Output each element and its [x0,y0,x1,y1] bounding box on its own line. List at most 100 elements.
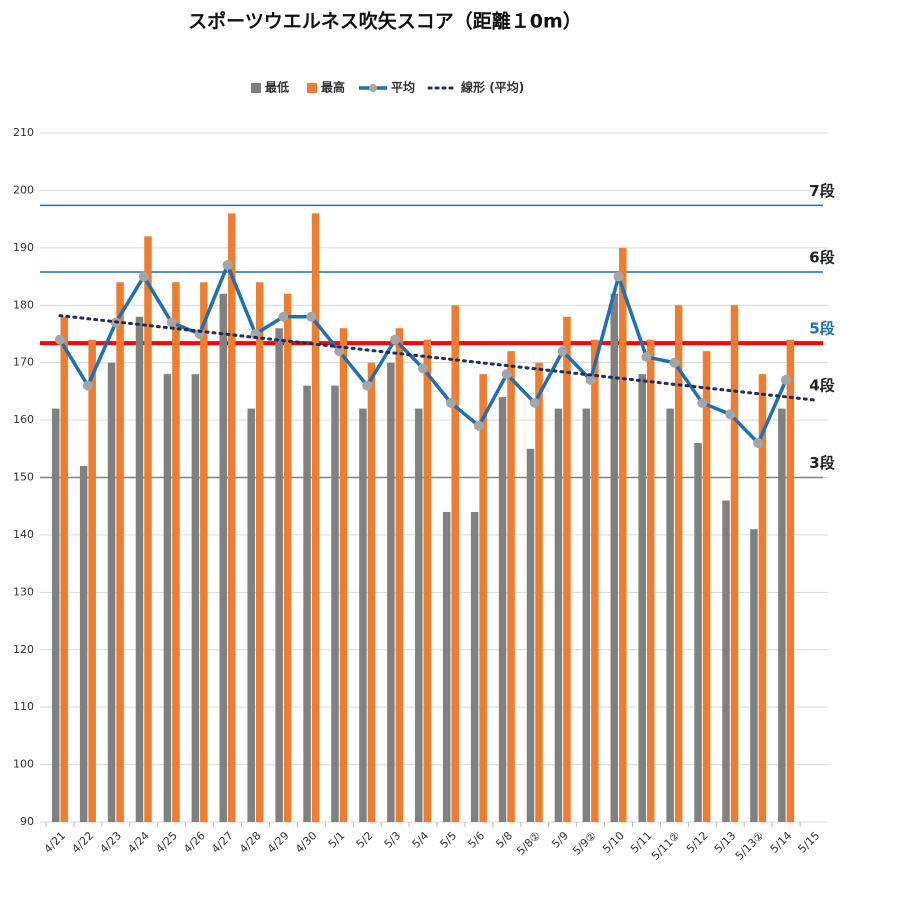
x-tick-label: 4/26 [181,829,208,856]
avg-point [278,311,289,322]
bar [646,339,655,822]
reference-label: 4段 [809,376,834,394]
avg-point [585,374,596,385]
bar [563,316,571,822]
avg-point [501,369,512,380]
avg-point [725,409,736,420]
avg-point [222,260,233,271]
avg-point [697,397,708,408]
x-tick-label: 5/11② [649,829,683,863]
bar [191,374,200,822]
x-tick-label: 4/23 [97,829,124,856]
bar [591,339,599,822]
x-tick-label: 4/27 [209,829,236,856]
bar [526,448,535,822]
bar [387,362,395,822]
y-tick-label: 130 [13,585,34,598]
bar [619,247,627,823]
bar [395,328,404,822]
x-tick-label: 5/9 [549,829,571,851]
bar [303,385,311,822]
avg-point [82,380,93,391]
x-tick-label: 5/13② [733,829,767,863]
x-tick-label: 4/30 [293,829,320,856]
avg-point [529,397,540,408]
bar [778,408,786,822]
x-tick-label: 4/28 [237,829,264,856]
x-tick-label: 4/22 [69,829,96,856]
legend-label: 最低 [265,80,289,95]
bar [674,305,683,822]
bar [451,305,459,822]
bar [722,500,730,822]
avg-point [250,328,261,339]
bar [255,282,264,822]
legend-label: 線形 (平均) [461,80,524,95]
bar [442,511,451,822]
x-tick-label: 5/15 [796,829,823,856]
bar [247,408,255,822]
avg-point [334,346,345,357]
bar [219,293,228,822]
bar [666,408,674,822]
bar [694,443,702,822]
x-tick-label: 5/1 [326,829,348,851]
bar [331,385,339,822]
avg-point [557,346,568,357]
y-tick-label: 170 [13,356,34,369]
reference-label: 3段 [809,454,834,472]
y-tick-label: 110 [13,700,34,713]
x-tick-label: 5/10 [600,829,627,856]
bar [116,282,124,822]
y-tick-label: 200 [13,183,34,196]
bar [758,374,767,822]
bar [367,362,376,822]
bar [275,328,283,822]
x-tick-label: 4/25 [153,829,180,856]
y-tick-label: 210 [13,126,34,139]
y-tick-label: 190 [13,241,34,254]
x-tick-label: 5/8② [514,829,543,858]
x-tick-label: 5/6 [465,829,487,851]
bar [702,351,711,822]
bar [535,362,543,822]
bar [339,328,348,822]
x-tick-label: 5/9② [570,829,599,858]
y-tick-label: 100 [13,758,34,771]
bar [730,305,739,822]
bar [498,397,507,822]
trend-line [58,314,816,402]
avg-point [166,317,177,328]
bar [750,529,758,822]
avg-point [613,271,624,282]
reference-label: 6段 [809,248,834,266]
avg-point [54,334,65,345]
avg-point [138,271,149,282]
x-tick-label: 5/2 [354,829,376,851]
x-tick-label: 5/5 [437,829,459,851]
y-tick-label: 150 [13,471,34,484]
avg-point [641,351,652,362]
bar [172,282,180,822]
bar [135,316,144,822]
avg-point [390,334,401,345]
x-tick-label: 5/3 [382,829,404,851]
legend-swatch [251,83,261,93]
x-tick-label: 5/4 [410,829,432,851]
y-tick-label: 140 [13,528,34,541]
chart-title: スポーツウエルネス吹矢スコア（距離１0m） [188,10,582,33]
legend-label: 平均 [391,80,415,95]
avg-point [362,380,373,391]
x-tick-label: 4/29 [265,829,292,856]
bar [88,339,96,822]
avg-point [306,311,317,322]
bar [470,511,479,822]
bar [479,374,487,822]
bar [554,408,563,822]
reference-label: 7段 [809,182,834,200]
avg-point [669,357,680,368]
x-tick-label: 5/8 [493,829,515,851]
bar [144,236,152,823]
bar [359,408,367,822]
avg-point [753,438,764,449]
